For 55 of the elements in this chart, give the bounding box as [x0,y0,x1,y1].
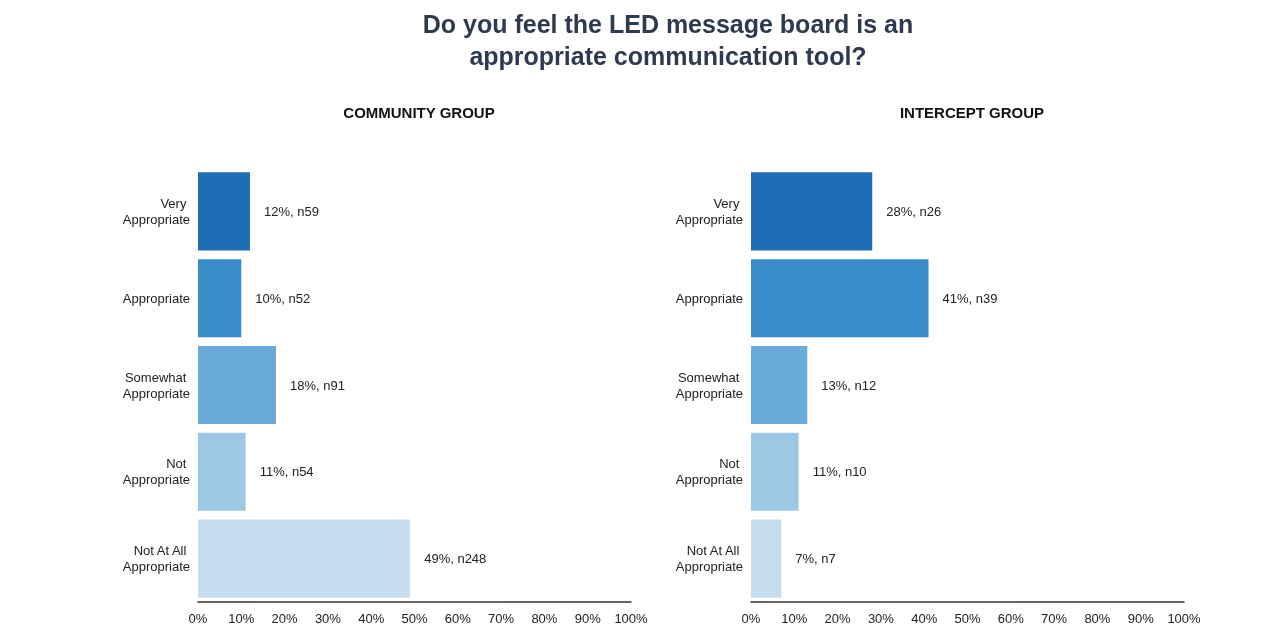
y-tick-label: Somewhat Appropriate [122,369,190,401]
y-tick-label: Not Appropriate [122,456,190,488]
chart-subtitle: INTERCEPT GROUP [899,104,1045,121]
bar [751,172,873,251]
y-tick-label: Appropriate [675,290,743,306]
data-label: 41%, n39 [942,290,998,306]
y-tick-label: Very Appropriate [675,195,743,227]
x-tick-label: 50% [954,611,981,626]
x-tick-label: 70% [488,611,515,626]
x-tick-label: 20% [824,611,852,626]
data-label: 11%, n10 [812,464,867,480]
x-tick-label: 30% [867,611,895,626]
data-label: 28%, n26 [886,203,942,219]
y-tick-label: Not At All Appropriate [675,543,743,575]
bar [198,259,242,338]
x-tick-label: 10% [228,611,255,626]
bar [751,259,929,338]
data-label: 12%, n59 [263,203,319,219]
x-tick-label: 90% [1127,611,1155,626]
chart-title: Do you feel the LED message board is an appropriate communication tool? [421,9,915,72]
x-tick-label: 40% [911,611,938,626]
x-tick-label: 80% [1084,611,1111,626]
bar [751,519,782,598]
y-tick-label: Appropriate [122,290,190,306]
bar [198,172,250,251]
y-tick-label: Not At All Appropriate [122,543,190,575]
x-tick-label: 10% [781,611,808,626]
bar [198,432,246,511]
data-label: 11%, n54 [259,464,314,480]
bar [751,432,799,511]
y-tick-label: Not Appropriate [675,456,743,488]
chart-subtitle: COMMUNITY GROUP [343,104,495,121]
y-tick-label: Somewhat Appropriate [675,369,743,401]
x-tick-label: 60% [444,611,472,626]
x-tick-label: 0% [741,611,761,626]
bar [198,519,411,598]
x-tick-label: 70% [1041,611,1068,626]
x-tick-label: 30% [314,611,342,626]
y-tick-label: Very Appropriate [122,195,190,227]
data-label: 7%, n7 [795,551,836,567]
data-label: 10%, n52 [255,290,311,306]
bar [751,345,808,425]
data-label: 13%, n12 [821,377,877,393]
x-tick-label: 20% [271,611,299,626]
x-tick-label: 50% [401,611,428,626]
x-tick-label: 100% [614,611,649,626]
x-tick-label: 0% [188,611,208,626]
x-tick-label: 90% [574,611,602,626]
data-label: 18%, n91 [289,377,345,393]
x-tick-label: 100% [1167,611,1202,626]
x-tick-label: 40% [358,611,385,626]
x-tick-label: 80% [531,611,558,626]
data-label: 49%, n248 [424,551,487,567]
x-tick-label: 60% [997,611,1025,626]
bar [198,345,276,425]
